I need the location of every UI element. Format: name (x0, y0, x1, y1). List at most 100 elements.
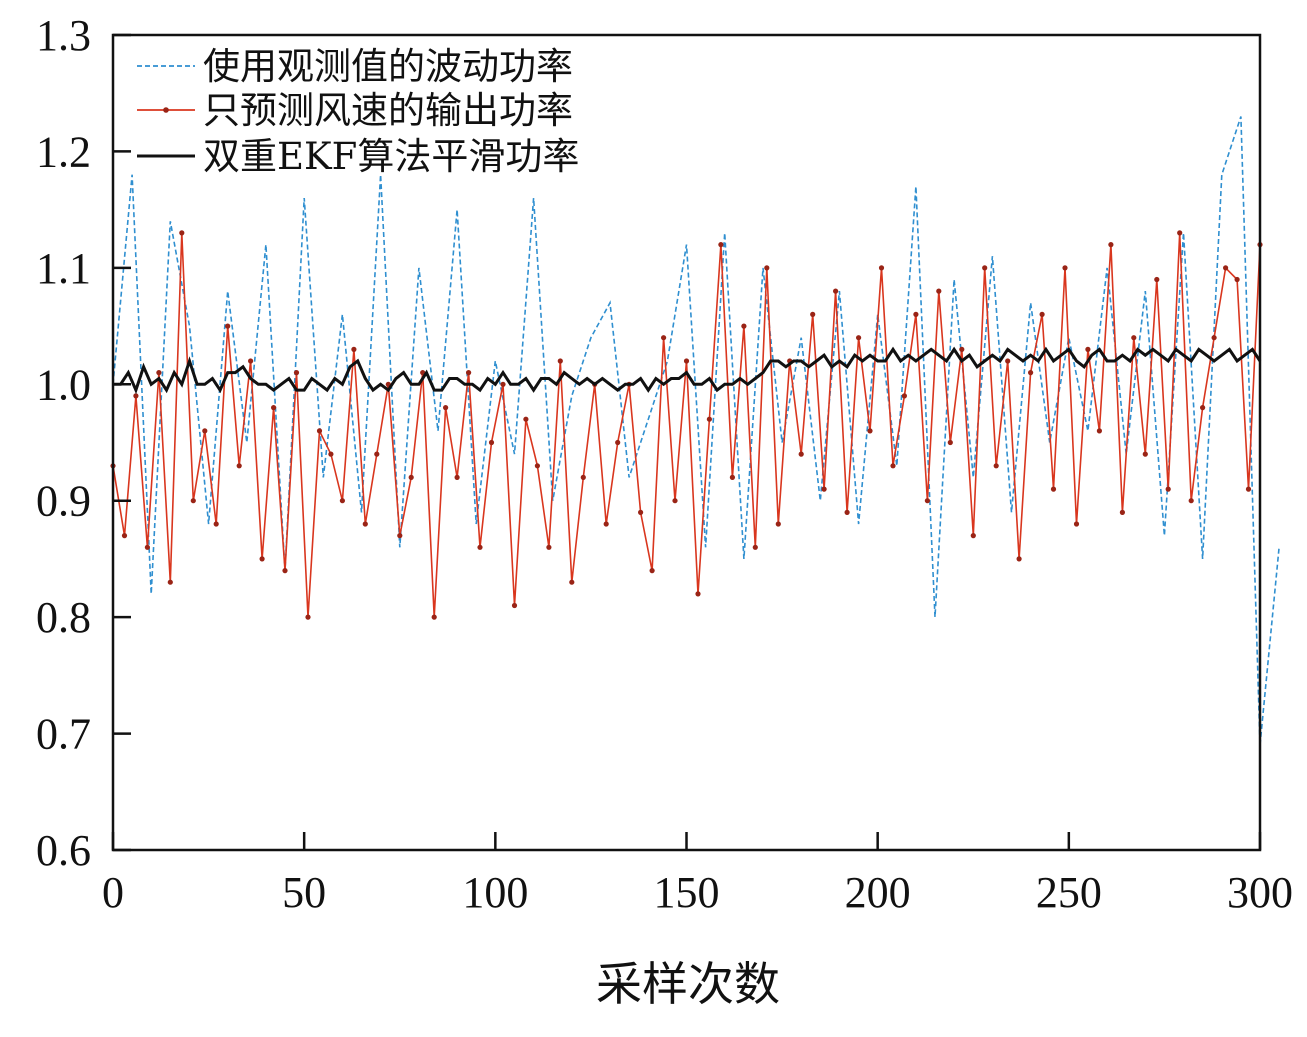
series-2-point (890, 463, 896, 469)
series-2-point (901, 393, 908, 399)
series-2-point (775, 521, 781, 527)
series-2-point (1223, 265, 1229, 271)
series-2-point (810, 311, 816, 317)
series-2-point (443, 405, 449, 411)
series-2-point (615, 439, 621, 446)
x-axis-title: 采样次数 (596, 957, 780, 1011)
series-2-point (1119, 509, 1125, 515)
x-tick-label: 150 (654, 868, 720, 917)
x-tick-label: 50 (282, 868, 326, 917)
series-2-point (431, 614, 437, 620)
series-layer (110, 116, 1280, 746)
legend-label-3: 双重EKF算法平滑功率 (203, 135, 579, 178)
series-2-point (1211, 335, 1217, 341)
series-2-point (408, 474, 414, 480)
series-2-point (1016, 556, 1022, 562)
series-2-point (328, 451, 334, 457)
series-2-point (546, 544, 552, 550)
series-2-point (878, 265, 885, 271)
series-2-point (580, 474, 586, 480)
series-2-point (374, 451, 380, 457)
series-2-point (282, 568, 288, 574)
series-2-point (1234, 276, 1240, 283)
series-2-point (1142, 451, 1148, 457)
series-2-point (293, 370, 300, 376)
x-tick-label: 100 (462, 868, 528, 917)
series-2-point (638, 509, 644, 515)
series-2-point (924, 498, 931, 504)
series-2-point (970, 533, 976, 539)
series-2-point (833, 288, 839, 294)
series-2-point (1200, 405, 1206, 411)
series-2-point (844, 509, 850, 515)
legend-label-2: 只预测风速的输出功率 (203, 89, 573, 132)
series-2-point (1028, 370, 1034, 376)
series-2-point (1039, 311, 1045, 317)
series-2-point (993, 463, 999, 469)
series-line-1 (112, 116, 1280, 746)
series-2-point (741, 323, 747, 329)
series-2-point (248, 358, 254, 364)
series-2-point (683, 358, 690, 364)
series-2-point (144, 544, 150, 550)
series-2-point (1108, 242, 1114, 248)
series-2-point (305, 614, 311, 620)
series-2-point (798, 451, 804, 457)
series-2-point (649, 568, 655, 574)
series-2-point (179, 230, 185, 236)
series-2-point (271, 405, 277, 411)
series-2-point (351, 346, 357, 352)
series-2-point (1062, 265, 1068, 271)
series-2-point (569, 579, 575, 585)
series-2-point (1154, 276, 1160, 283)
series-2-point (718, 242, 724, 248)
series-2-point (1005, 358, 1011, 364)
series-2-point (121, 533, 128, 539)
series-2-point (488, 439, 495, 446)
series-2-point (936, 288, 942, 294)
series-2-point (603, 521, 609, 527)
series-2-point (821, 486, 827, 492)
x-tick-label: 0 (102, 868, 124, 917)
series-2-point (867, 428, 873, 434)
series-2-point (1131, 335, 1137, 341)
series-2-point (156, 370, 162, 376)
x-tick-label: 250 (1036, 868, 1102, 917)
legend-marker (163, 107, 169, 113)
series-2-point (454, 474, 460, 480)
legend-label-1: 使用观测值的波动功率 (203, 45, 573, 88)
series-2-point (959, 346, 965, 352)
series-2-point (1073, 521, 1080, 527)
series-2-point (1177, 230, 1183, 236)
series-2-point (1050, 486, 1057, 492)
y-tick-label: 1.1 (36, 244, 91, 293)
y-tick-label: 1.3 (36, 11, 91, 60)
series-2-point (1245, 486, 1252, 492)
series-2-point (202, 428, 208, 434)
series-2-point (661, 335, 667, 341)
series-2-point (362, 521, 368, 527)
series-2-point (523, 416, 529, 422)
y-tick-label: 1.0 (36, 360, 91, 409)
series-2-point (316, 428, 323, 434)
series-2-point (477, 544, 483, 550)
axis-layer: 0 50 100 150 200 250 300 0.6 0.7 0.8 0.9 1.0 1.1 1.2 1… (36, 11, 1293, 917)
series-2-point (500, 381, 506, 387)
x-tick-label: 300 (1227, 868, 1293, 917)
series-line-3 (113, 346, 1262, 395)
series-2-point (213, 521, 219, 527)
series-2-point (1165, 486, 1171, 492)
series-2-point (133, 393, 139, 399)
series-2-point (729, 474, 736, 480)
series-2-point (982, 265, 988, 271)
series-2-point (557, 358, 563, 364)
series-2-point (672, 498, 678, 504)
series-2-point (534, 463, 541, 469)
series-2-point (1085, 346, 1091, 352)
series-2-point (856, 335, 862, 341)
series-2-point (695, 591, 701, 597)
x-tick-label: 200 (845, 868, 911, 917)
